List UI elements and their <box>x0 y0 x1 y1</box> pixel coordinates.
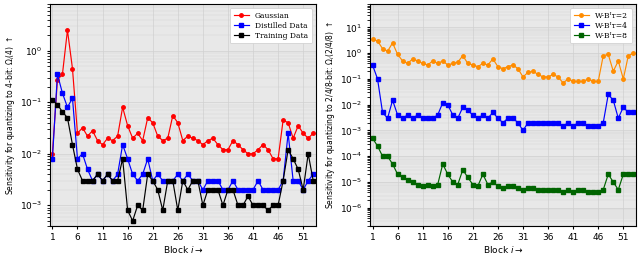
W-BɪT=4 <box>439 101 447 104</box>
W-BɪT=2 <box>630 52 637 55</box>
Line: W-BɪT=8: W-BɪT=8 <box>371 136 635 194</box>
W-BɪT=8 <box>559 191 567 194</box>
W-BɪT=2 <box>574 80 582 83</box>
Distilled Data <box>124 157 131 160</box>
W-BɪT=4 <box>630 111 637 114</box>
W-BɪT=8 <box>534 188 542 191</box>
Gaussian <box>224 148 232 151</box>
W-BɪT=4 <box>529 121 537 124</box>
Training Data <box>129 219 136 222</box>
W-BɪT=8 <box>574 188 582 191</box>
Gaussian <box>269 157 277 160</box>
Y-axis label: Sensitivity for quantizing to 2/4/8-bit: $\Omega_i(2/4/8)$ $\uparrow$: Sensitivity for quantizing to 2/4/8-bit:… <box>324 21 337 209</box>
W-BɪT=8 <box>604 173 612 176</box>
Gaussian <box>209 137 217 140</box>
Distilled Data <box>199 188 207 191</box>
Line: Distilled Data: Distilled Data <box>51 73 315 191</box>
Distilled Data <box>49 157 56 160</box>
W-BɪT=4 <box>369 63 376 67</box>
W-BɪT=4 <box>524 121 532 124</box>
Line: Gaussian: Gaussian <box>51 28 315 161</box>
Y-axis label: Sensitivity for quantizing to 4-bit: $\Omega_i(4)$ $\uparrow$: Sensitivity for quantizing to 4-bit: $\O… <box>4 35 17 195</box>
Training Data <box>284 148 292 151</box>
Line: W-BɪT=2: W-BɪT=2 <box>371 38 635 85</box>
Distilled Data <box>224 188 232 191</box>
W-BɪT=8 <box>369 137 376 140</box>
Legend: Gaussian, Distilled Data, Training Data: Gaussian, Distilled Data, Training Data <box>230 8 312 44</box>
Training Data <box>209 188 217 191</box>
W-BɪT=2 <box>559 81 567 84</box>
Training Data <box>204 188 212 191</box>
W-BɪT=4 <box>574 121 582 124</box>
Distilled Data <box>209 179 217 182</box>
Line: Training Data: Training Data <box>51 98 315 222</box>
Gaussian <box>254 148 262 151</box>
W-BɪT=4 <box>604 93 612 96</box>
W-BɪT=2 <box>519 75 527 78</box>
W-BɪT=8 <box>439 162 447 166</box>
W-BɪT=2 <box>439 59 447 62</box>
Training Data <box>219 204 227 207</box>
Distilled Data <box>54 73 61 76</box>
Gaussian <box>204 139 212 142</box>
W-BɪT=2 <box>369 38 376 41</box>
Training Data <box>49 98 56 102</box>
W-BɪT=2 <box>524 71 532 74</box>
W-BɪT=2 <box>604 53 612 56</box>
Gaussian <box>63 29 71 32</box>
W-BɪT=8 <box>630 173 637 176</box>
Training Data <box>309 179 317 182</box>
W-BɪT=8 <box>524 186 532 189</box>
Legend: W-Bᴵᴛ=2, W-Bᴵᴛ=4, W-Bᴵᴛ=8: W-Bᴵᴛ=2, W-Bᴵᴛ=4, W-Bᴵᴛ=8 <box>570 8 632 44</box>
W-BɪT=4 <box>519 129 527 132</box>
Gaussian <box>49 152 56 155</box>
Distilled Data <box>259 188 267 191</box>
Gaussian <box>219 148 227 151</box>
W-BɪT=2 <box>534 73 542 76</box>
Distilled Data <box>309 173 317 176</box>
Line: W-BɪT=4: W-BɪT=4 <box>371 63 635 132</box>
Training Data <box>119 157 127 160</box>
W-BɪT=8 <box>519 188 527 191</box>
Distilled Data <box>229 179 237 182</box>
Training Data <box>254 204 262 207</box>
Gaussian <box>309 132 317 135</box>
Gaussian <box>124 124 131 127</box>
X-axis label: Block $i\rightarrow$: Block $i\rightarrow$ <box>483 244 524 255</box>
X-axis label: Block $i\rightarrow$: Block $i\rightarrow$ <box>163 244 203 255</box>
W-BɪT=4 <box>540 121 547 124</box>
Distilled Data <box>214 179 221 182</box>
